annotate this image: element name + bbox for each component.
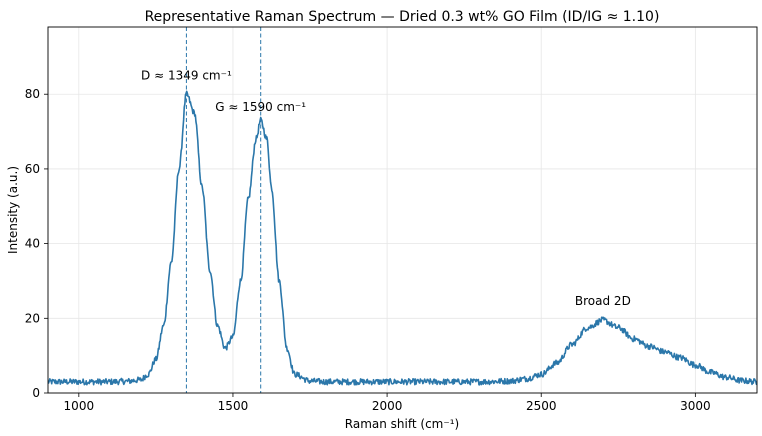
x-tick-label: 3000 bbox=[680, 399, 711, 413]
x-tick-label: 2500 bbox=[526, 399, 557, 413]
peak-annotation: G ≈ 1590 cm⁻¹ bbox=[215, 100, 306, 114]
x-axis-label: Raman shift (cm⁻¹) bbox=[345, 417, 459, 431]
x-tick-label: 2000 bbox=[372, 399, 403, 413]
y-axis-label: Intensity (a.u.) bbox=[6, 166, 20, 254]
plot-frame bbox=[47, 26, 758, 394]
y-tick-label: 20 bbox=[25, 311, 40, 325]
peak-annotation: Broad 2D bbox=[575, 294, 631, 308]
chart-title: Representative Raman Spectrum — Dried 0.… bbox=[145, 9, 660, 25]
y-tick-label: 80 bbox=[25, 87, 40, 101]
x-axis-ticks: 1000 1500 2000 2500 3000 bbox=[64, 393, 711, 413]
peak-annotation: D ≈ 1349 cm⁻¹ bbox=[141, 68, 232, 82]
reference-lines bbox=[185, 27, 262, 393]
peak-annotations: D ≈ 1349 cm⁻¹ G ≈ 1590 cm⁻¹ Broad 2D bbox=[141, 68, 631, 308]
y-axis-ticks: 0 20 40 60 80 bbox=[25, 87, 48, 400]
spectrum-line bbox=[48, 90, 757, 386]
y-tick-label: 60 bbox=[25, 162, 40, 176]
x-tick-label: 1500 bbox=[218, 399, 249, 413]
y-tick-label: 40 bbox=[25, 237, 40, 251]
y-tick-label: 0 bbox=[32, 386, 40, 400]
x-tick-label: 1000 bbox=[64, 399, 95, 413]
